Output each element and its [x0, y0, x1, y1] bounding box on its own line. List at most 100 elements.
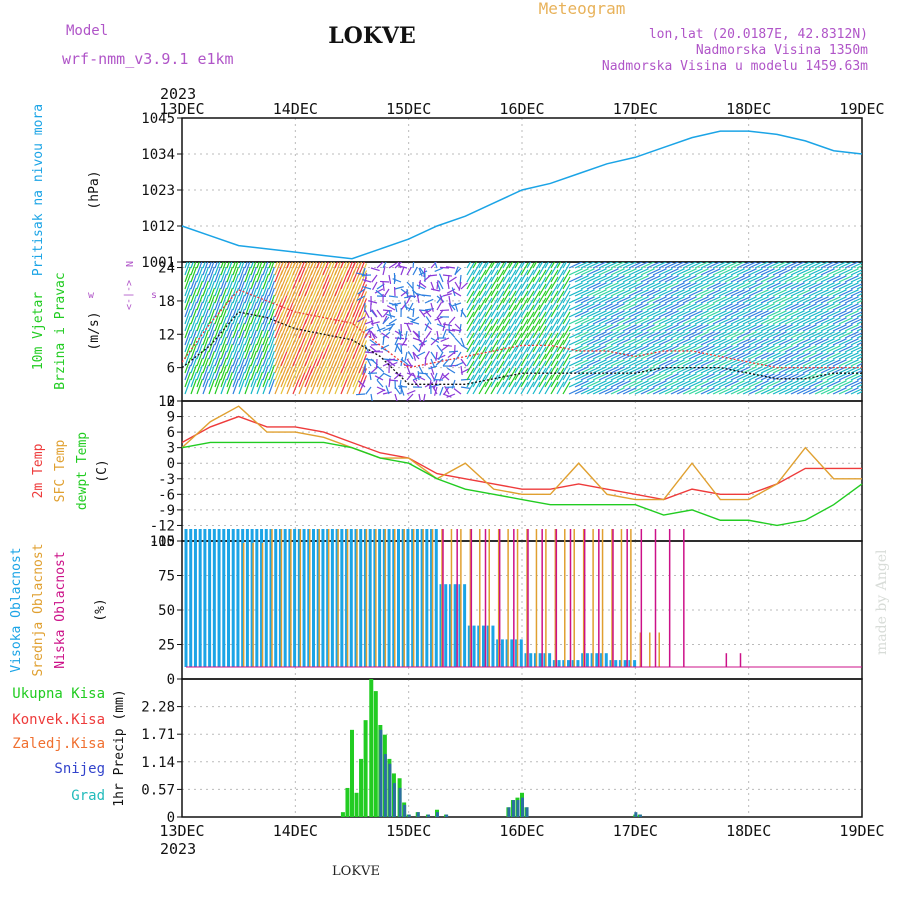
wind-barb	[562, 269, 571, 283]
wind-barb	[514, 374, 523, 388]
wind-barb	[490, 297, 499, 311]
wind-barb	[814, 338, 829, 346]
wind-barb	[694, 268, 709, 276]
wind-barb	[592, 380, 607, 388]
wind-barb	[370, 366, 379, 374]
wind-barb	[688, 331, 703, 339]
wind-barb	[826, 359, 841, 367]
wind-barb	[514, 346, 523, 360]
y-tick-label: 24	[158, 261, 175, 277]
wind-barb	[616, 366, 631, 374]
wind-barb	[802, 359, 817, 367]
cloud-bar-high	[397, 529, 400, 667]
wind-barb	[688, 359, 703, 367]
wind-barb	[820, 373, 835, 381]
precip-axis-title: 1hr Precip (mm)	[112, 689, 127, 806]
wind-barb	[748, 387, 763, 395]
wind-barb	[772, 296, 787, 304]
wind-barb	[202, 364, 210, 381]
wind-barb	[592, 338, 607, 346]
wind-barb	[610, 331, 625, 339]
wind-barb	[184, 266, 192, 283]
wind-barb	[616, 373, 631, 381]
wind-barb	[544, 346, 553, 360]
wind-barb	[232, 262, 236, 269]
wind-barb	[712, 296, 727, 304]
wind-barb	[502, 346, 511, 360]
wind-barb	[778, 338, 793, 346]
wind-barb	[754, 296, 769, 304]
wind-barb	[220, 308, 228, 325]
wind-barb	[364, 326, 374, 332]
wind-barb	[796, 303, 811, 311]
wind-barb	[394, 262, 402, 269]
wind-barb	[820, 268, 835, 276]
wind-barb	[748, 303, 763, 311]
wind-barb	[502, 318, 511, 332]
wind-barb	[748, 338, 763, 346]
wind-barb	[232, 294, 240, 311]
wind-barb	[550, 367, 559, 381]
wind-barb	[454, 337, 462, 346]
wind-barb	[694, 310, 709, 318]
wind-barb	[520, 304, 529, 318]
wind-barb	[514, 283, 523, 297]
wind-barb	[616, 345, 631, 353]
wind-barb	[616, 303, 631, 311]
cloud-bar-high	[283, 529, 287, 667]
wind-barb	[568, 324, 583, 332]
wind-barb	[544, 311, 553, 325]
wind-barb	[646, 296, 661, 304]
wind-barb	[440, 337, 450, 342]
wind-barb	[730, 338, 745, 346]
wind-barb	[184, 294, 192, 311]
cloud-bar-high	[382, 529, 386, 667]
wind-barb	[610, 387, 625, 395]
wind-barb	[664, 387, 679, 395]
y-tick-label: 75	[158, 569, 175, 585]
wind-barb	[754, 331, 769, 339]
cloud-bar-high	[477, 625, 481, 667]
wind-barb	[532, 381, 541, 395]
wind-barb	[208, 301, 216, 318]
wind-barb	[850, 283, 862, 290]
x-tick-label-top: 19DEC	[839, 100, 884, 118]
wind-barb	[574, 387, 589, 395]
wind-barb	[250, 329, 258, 346]
wind-barb	[718, 289, 733, 297]
wind-barb	[724, 366, 739, 374]
precip-bar-snow	[521, 797, 524, 817]
wind-barb	[844, 345, 859, 353]
footer-station: LOKVE	[332, 864, 380, 879]
wind-barb	[814, 268, 829, 276]
wind-barb	[670, 262, 685, 269]
wind-barb	[784, 310, 799, 318]
wind-barb	[754, 352, 769, 360]
wind-barb	[202, 294, 210, 311]
y-tick-label: 0.57	[141, 782, 175, 798]
wind-barb	[484, 276, 493, 290]
wind-barb	[832, 331, 847, 339]
wind-barb	[214, 371, 222, 388]
wind-barb	[208, 322, 216, 339]
wind-barb	[472, 290, 481, 304]
wind-barb	[580, 317, 595, 325]
wind-barb	[856, 384, 862, 388]
wind-barb	[418, 343, 423, 353]
wind-barb	[736, 296, 751, 304]
wind-barb	[394, 343, 399, 353]
wind-barb	[196, 315, 204, 332]
wind-barb	[580, 262, 595, 269]
wind-barb	[676, 352, 691, 360]
wind-barb	[760, 317, 775, 325]
wind-barb	[328, 262, 335, 276]
wind-barb	[814, 282, 829, 290]
year-top: 2023	[160, 85, 196, 103]
wind-barb	[826, 324, 841, 332]
wind-barb	[562, 332, 571, 346]
wind-barb	[850, 318, 862, 325]
wind-barb	[406, 266, 412, 276]
wind-barb	[802, 387, 817, 395]
wind-barb	[520, 269, 529, 283]
y-tick-label: 3	[167, 441, 175, 457]
